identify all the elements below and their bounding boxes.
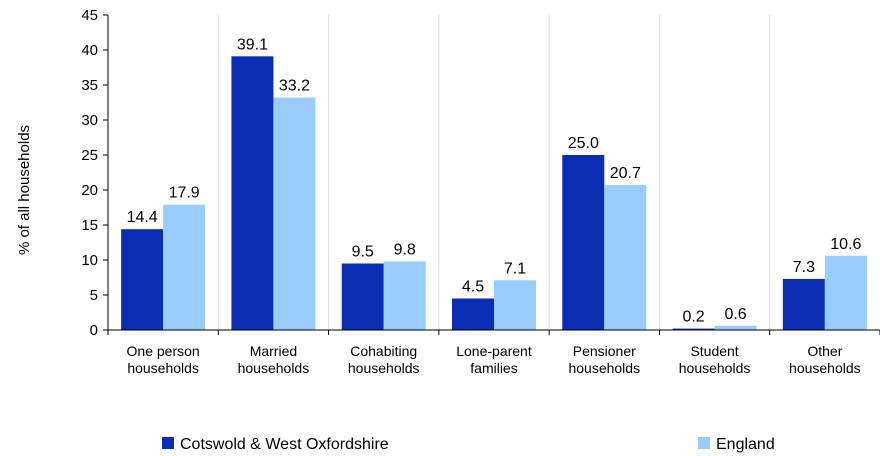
bar-cotswold	[452, 298, 494, 330]
x-category-label: Cohabiting households	[348, 343, 420, 376]
data-label: 9.8	[394, 241, 416, 258]
x-category-label: Pensioner households	[568, 343, 640, 376]
y-tick-label: 0	[90, 322, 98, 339]
y-tick-label: 35	[81, 77, 98, 94]
bar-cotswold	[341, 263, 384, 330]
legend-label-cotswold: Cotswold & West Oxfordshire	[180, 436, 389, 453]
data-label: 10.6	[830, 236, 861, 253]
legend: Cotswold & West Oxfordshire England	[162, 436, 775, 453]
axes	[103, 14, 880, 335]
gridlines	[217, 15, 771, 330]
y-tick-label: 5	[90, 287, 98, 304]
data-label: 14.4	[127, 209, 158, 226]
x-category-label: Student households	[679, 343, 751, 376]
x-category-label: Lone-parent families	[456, 343, 532, 376]
bar-england	[383, 261, 426, 330]
data-label: 0.6	[724, 306, 746, 323]
y-tick-label: 10	[81, 252, 98, 269]
bar-england	[604, 185, 647, 330]
bar-england	[494, 280, 536, 330]
data-label: 7.3	[793, 259, 815, 276]
data-label: 4.5	[462, 279, 484, 296]
data-label: 25.0	[568, 135, 599, 152]
y-tick-label: 25	[81, 147, 98, 164]
x-category-label: Married households	[238, 343, 310, 376]
bar-england	[824, 255, 867, 330]
bar-cotswold	[121, 229, 164, 330]
legend-label-england: England	[716, 436, 775, 453]
data-label: 39.1	[237, 36, 268, 53]
y-tick-label: 45	[81, 7, 98, 24]
y-tick-label: 20	[81, 182, 98, 199]
bar-england	[163, 204, 206, 330]
bar-england	[273, 97, 316, 330]
legend-swatch-cotswold	[162, 437, 174, 449]
y-tick-label: 15	[81, 217, 98, 234]
bar-england	[714, 325, 757, 330]
bar-cotswold	[672, 328, 715, 330]
x-category-labels: One person households Married households Coh…	[127, 343, 861, 376]
data-label: 20.7	[610, 165, 641, 182]
bar-cotswold	[231, 56, 274, 331]
y-tick-labels: 0 5 10 15 20 25 30 35 40 45	[81, 7, 98, 339]
data-label: 17.9	[169, 185, 200, 202]
data-label: 33.2	[279, 78, 310, 95]
data-labels: 14.4 39.1 9.5 4.5 25.0 0.2 7.3 17.9 33.2 9.8 7.1 20…	[127, 36, 862, 325]
y-tick-label: 40	[81, 42, 98, 59]
x-category-label: Other households	[789, 343, 861, 376]
bar-cotswold	[782, 278, 825, 330]
data-label: 7.1	[504, 260, 526, 277]
bars	[121, 56, 867, 331]
legend-swatch-england	[698, 437, 710, 449]
bar-cotswold	[562, 155, 605, 330]
y-tick-label: 30	[81, 112, 98, 129]
data-label: 9.5	[352, 244, 374, 261]
data-label: 0.2	[682, 309, 704, 326]
x-category-label: One person households	[127, 343, 200, 376]
y-axis-title: % of all households	[16, 125, 33, 255]
